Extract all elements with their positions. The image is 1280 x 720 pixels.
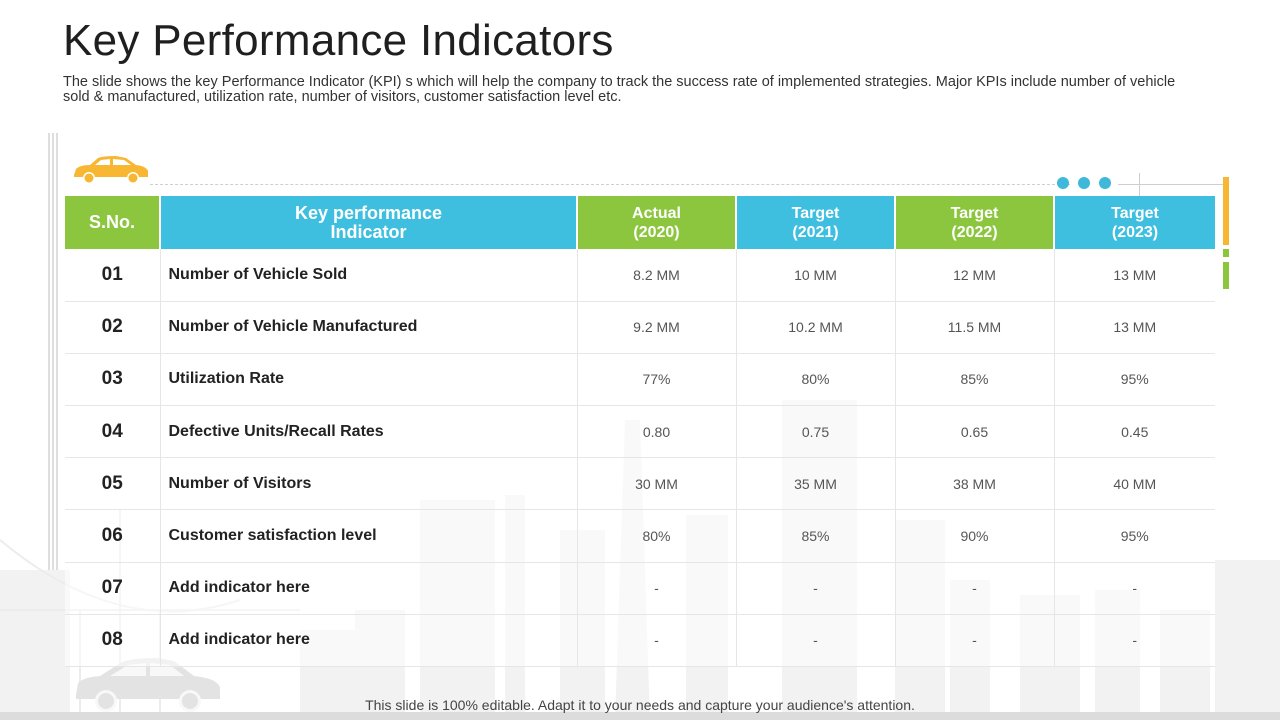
row-target-2021: 35 MM [736,457,896,511]
header-kpi-line1: Key performance [294,202,443,223]
row-sno: 04 [65,405,161,459]
row-kpi-name: Number of Vehicle Manufactured [160,301,578,354]
row-target-2023: 13 MM [1054,301,1215,354]
row-sno: 03 [65,353,161,407]
table-row: 04 Defective Units/Recall Rates 0.80 0.7… [65,405,1215,459]
row-target-2022: 85% [895,353,1055,407]
header-col3-line1: Target [950,204,999,222]
car-icon [70,155,150,190]
row-kpi-name: Number of Vehicle Sold [160,249,578,302]
page-subtitle: The slide shows the key Performance Indi… [63,74,1176,105]
row-target-2021: 85% [736,509,896,563]
row-target-2022: 12 MM [895,249,1055,302]
row-actual-2020: 9.2 MM [577,301,737,354]
header-col4-line2: (2023) [1111,223,1159,241]
header-col3-line2: (2022) [951,223,998,241]
row-kpi-name: Add indicator here [160,614,578,668]
header-col2-line2: (2021) [792,223,839,241]
row-target-2023: 0.45 [1054,405,1215,459]
header-target-2021: Target (2021) [736,196,896,249]
row-sno: 05 [65,457,161,511]
row-actual-2020: 77% [577,353,737,407]
row-sno: 02 [65,301,161,354]
dot [1057,177,1069,189]
dot [1078,177,1090,189]
row-kpi-name: Number of Visitors [160,457,578,511]
row-target-2021: 10 MM [736,249,896,302]
header-actual-2020: Actual (2020) [577,196,737,249]
header-kpi: Key performance Indicator [160,196,578,249]
row-target-2021: - [736,562,896,615]
row-kpi-name: Add indicator here [160,562,578,615]
table-row: 06 Customer satisfaction level 80% 85% 9… [65,509,1215,563]
row-target-2022: 90% [895,509,1055,563]
row-target-2023: 40 MM [1054,457,1215,511]
dots-decoration [1057,177,1111,189]
table-row: 07 Add indicator here - - - - [65,562,1215,615]
row-target-2022: 0.65 [895,405,1055,459]
table-row: 08 Add indicator here - - - - [65,614,1215,668]
row-sno: 06 [65,509,161,563]
crosshair-line [1118,184,1223,185]
row-target-2022: 38 MM [895,457,1055,511]
row-actual-2020: 30 MM [577,457,737,511]
row-sno: 08 [65,614,161,668]
row-kpi-name: Customer satisfaction level [160,509,578,563]
header-sno: S.No. [65,196,161,249]
row-target-2021: - [736,614,896,668]
accent-bar-green [1223,262,1229,289]
row-target-2021: 10.2 MM [736,301,896,354]
kpi-table: S.No. Key performance Indicator Actual (… [65,196,1215,668]
row-target-2023: - [1054,562,1215,615]
row-actual-2020: 8.2 MM [577,249,737,302]
row-target-2021: 80% [736,353,896,407]
page-title: Key Performance Indicators [63,16,614,65]
row-target-2023: 95% [1054,509,1215,563]
crosshair-line [1139,173,1140,197]
accent-bar-green [1223,249,1229,257]
row-target-2022: - [895,614,1055,668]
row-kpi-name: Utilization Rate [160,353,578,407]
row-target-2023: 13 MM [1054,249,1215,302]
header-col2-line1: Target [791,204,840,222]
dot [1099,177,1111,189]
footer-note: This slide is 100% editable. Adapt it to… [365,697,915,713]
row-actual-2020: 80% [577,509,737,563]
row-target-2021: 0.75 [736,405,896,459]
table-row: 05 Number of Visitors 30 MM 35 MM 38 MM … [65,457,1215,511]
row-target-2023: 95% [1054,353,1215,407]
row-actual-2020: - [577,562,737,615]
table-row: 03 Utilization Rate 77% 80% 85% 95% [65,353,1215,407]
row-target-2022: 11.5 MM [895,301,1055,354]
row-sno: 01 [65,249,161,302]
row-kpi-name: Defective Units/Recall Rates [160,405,578,459]
header-col4-line1: Target [1111,204,1159,222]
table-row: 02 Number of Vehicle Manufactured 9.2 MM… [65,301,1215,354]
header-target-2022: Target (2022) [895,196,1055,249]
table-row: 01 Number of Vehicle Sold 8.2 MM 10 MM 1… [65,249,1215,302]
row-actual-2020: - [577,614,737,668]
table-header-row: S.No. Key performance Indicator Actual (… [65,196,1215,249]
dashed-divider [150,184,1070,185]
row-target-2022: - [895,562,1055,615]
row-sno: 07 [65,562,161,615]
header-target-2023: Target (2023) [1054,196,1215,249]
row-actual-2020: 0.80 [577,405,737,459]
header-kpi-line2: Indicator [330,221,407,242]
header-col1-line2: (2020) [633,223,680,241]
side-stripe-decoration [48,133,58,720]
accent-bar-orange [1223,177,1229,245]
bottom-bar [0,712,1280,720]
header-col1-line1: Actual [632,204,681,222]
row-target-2023: - [1054,614,1215,668]
